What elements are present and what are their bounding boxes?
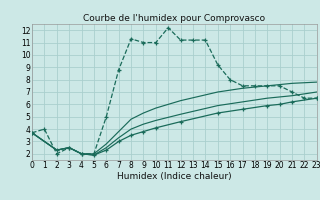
X-axis label: Humidex (Indice chaleur): Humidex (Indice chaleur) xyxy=(117,172,232,181)
Title: Courbe de l'humidex pour Comprovasco: Courbe de l'humidex pour Comprovasco xyxy=(83,14,266,23)
